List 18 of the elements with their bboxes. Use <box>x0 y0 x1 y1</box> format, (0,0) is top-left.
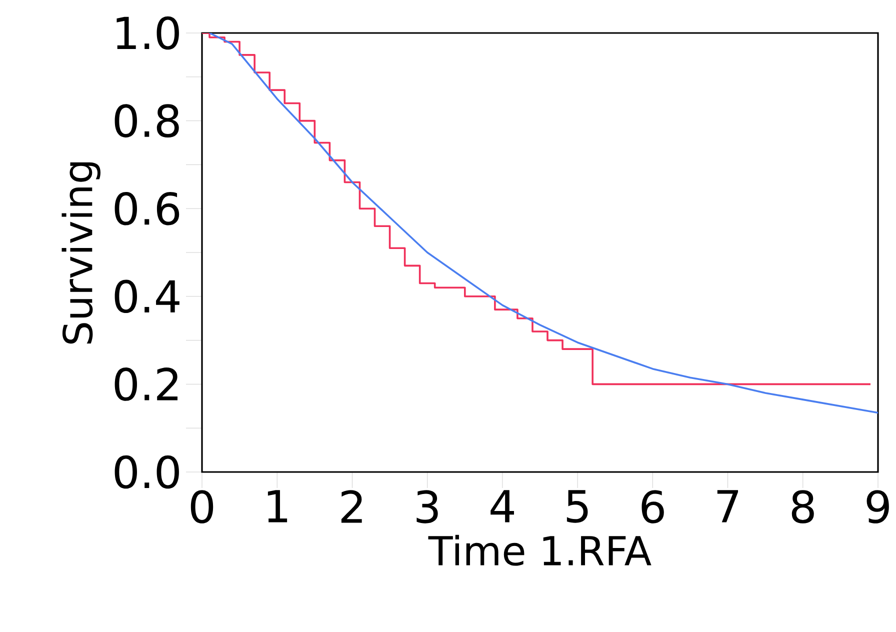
x-axis-title: Time 1.RFA <box>428 534 652 566</box>
x-tick-label: 7 <box>717 490 738 522</box>
y-tick-label: 0.6 <box>114 192 180 226</box>
x-tick-label: 6 <box>642 490 664 524</box>
x-tick-label: 5 <box>566 490 588 523</box>
x-tick-label: 0 <box>190 490 214 524</box>
y-tick-label: 0.2 <box>114 368 178 401</box>
x-tick-label: 1 <box>268 490 288 522</box>
y-tick-label: 1.0 <box>116 16 179 50</box>
y-tick-label: 0.0 <box>114 455 179 489</box>
x-tick-label: 3 <box>416 490 438 524</box>
x-tick-label: 4 <box>490 490 514 522</box>
y-tick-label: 0.4 <box>114 280 180 314</box>
y-tick-label: 0.8 <box>114 104 179 138</box>
x-tick-label: 2 <box>341 490 362 523</box>
x-tick-label: 9 <box>866 490 889 524</box>
x-tick-label: 8 <box>792 490 814 524</box>
y-axis-title: Surviving <box>62 162 100 344</box>
